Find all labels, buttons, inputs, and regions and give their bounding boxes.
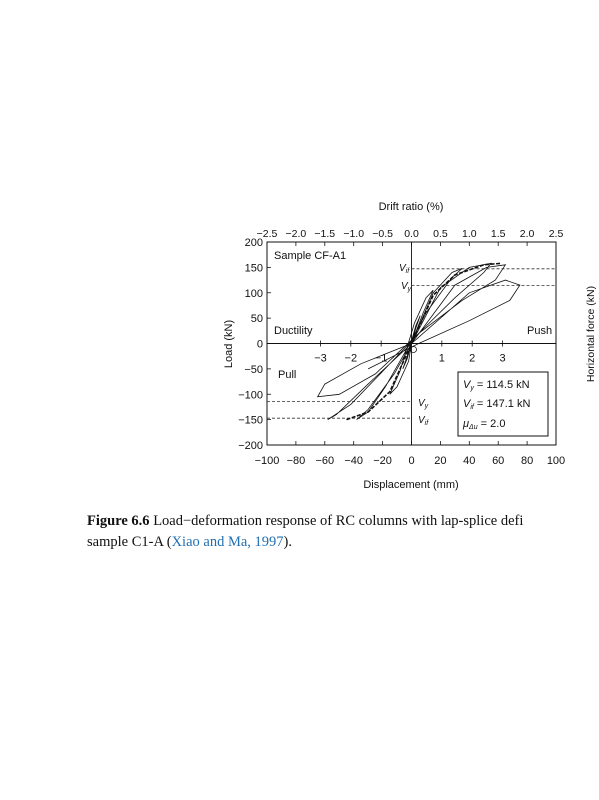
envelope-curve: [346, 262, 502, 421]
x-tick-label: 60: [492, 455, 504, 467]
top-tick-label: 2.0: [520, 228, 535, 240]
displacement-axis-title: Displacement (mm): [363, 479, 458, 491]
top-tick-label: −0.5: [372, 228, 393, 240]
legend-box: Vy = 114.5 kN Vif = 147.1 kN μΔu = 2.0: [457, 371, 549, 437]
top-tick-label: 2.5: [549, 228, 564, 240]
y-tick-label: −50: [244, 364, 263, 376]
top-tick-label: 1.0: [462, 228, 477, 240]
x-tick-label: −40: [344, 455, 363, 467]
legend-mu: μΔu = 2.0: [462, 418, 505, 431]
vy-positive-label: Vy: [401, 281, 412, 293]
ductility-tick-label: 1: [439, 353, 445, 365]
y-tick-label: −100: [238, 389, 263, 401]
ductility-tick-label: −1: [375, 353, 388, 365]
vif-negative-label: Vif: [418, 415, 429, 427]
legend-vif: Vif = 147.1 kN: [463, 398, 530, 411]
pull-label: Pull: [278, 369, 296, 381]
push-label: Push: [527, 325, 552, 337]
y-tick-label: 100: [245, 288, 263, 300]
top-tick-label: 0.5: [433, 228, 448, 240]
load-axis-title: Load (kN): [223, 320, 235, 368]
top-tick-label: −2.5: [257, 228, 278, 240]
ductility-tick-label: 3: [499, 353, 505, 365]
y-tick-label: 0: [257, 339, 263, 351]
caption-text: Load−deformation response of RC columns …: [149, 513, 524, 529]
x-tick-label: 100: [547, 455, 565, 467]
figure-caption: Figure 6.6 Load−deformation response of …: [87, 511, 599, 553]
x-axis-ticks: −100 −80 −60 −40 −20 0 20 40 60 80 100: [255, 441, 565, 467]
top-tick-label: 1.5: [491, 228, 506, 240]
caption-line-2: sample C1-A (Xiao and Ma, 1997).: [87, 534, 292, 550]
y-tick-label: −150: [238, 415, 263, 427]
sample-label: Sample CF-A1: [274, 250, 346, 262]
x-tick-label: 0: [408, 455, 414, 467]
y-tick-label: 150: [245, 262, 263, 274]
ductility-label: Ductility: [274, 325, 313, 337]
load-deformation-figure: −100 −80 −60 −40 −20 0 20 40 60 80 100 20015010050…: [223, 201, 597, 491]
drift-ratio-ticks: −2.5 −2.0 −1.5 −1.0 −0.5 0.0 0.5 1.0 1.5 2.0 2.5: [257, 228, 564, 246]
top-tick-label: −2.0: [286, 228, 307, 240]
top-tick-label: 0.0: [404, 228, 419, 240]
figure-number: Figure 6.6: [87, 513, 150, 529]
y-tick-label: 200: [245, 237, 263, 249]
y-tick-label: 50: [251, 313, 263, 325]
x-tick-label: −60: [315, 455, 334, 467]
x-tick-label: 40: [463, 455, 475, 467]
drift-ratio-axis-title: Drift ratio (%): [379, 201, 444, 213]
ductility-origin-mark: [410, 346, 417, 353]
ductility-tick-label: −3: [314, 353, 327, 365]
right-chart-y-axis-title: Horizontal force (kN): [585, 286, 597, 382]
x-tick-label: −80: [287, 455, 306, 467]
legend-vy: Vy = 114.5 kN: [463, 379, 530, 392]
x-tick-label: −20: [373, 455, 392, 467]
vy-negative-label: Vy: [418, 398, 429, 410]
ductility-ticks: −3 −2 −1 1 2 3: [314, 340, 506, 365]
x-tick-label: 20: [434, 455, 446, 467]
y-tick-label: −200: [238, 440, 263, 452]
x-tick-label: −100: [255, 455, 280, 467]
y-axis-ticks: 200 150 100 50 0 −50 −100 −150 −200: [238, 237, 271, 452]
vif-positive-label: Vif: [399, 263, 410, 275]
top-tick-label: −1.5: [314, 228, 335, 240]
caption-line-1: Figure 6.6 Load−deformation response of …: [87, 511, 599, 532]
citation-link[interactable]: Xiao and Ma, 1997: [171, 534, 284, 550]
ductility-tick-label: −2: [345, 353, 358, 365]
ductility-tick-label: 2: [469, 353, 475, 365]
x-tick-label: 80: [521, 455, 533, 467]
top-tick-label: −1.0: [343, 228, 364, 240]
